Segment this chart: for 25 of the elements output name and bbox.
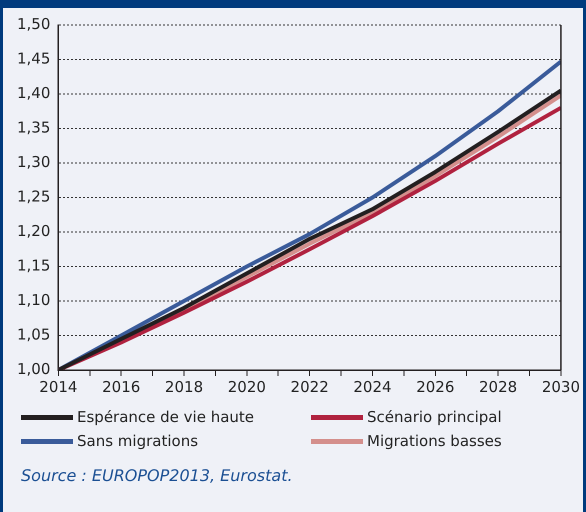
x-tick-label: 2016 (102, 378, 140, 396)
x-tick-label: 2024 (353, 378, 392, 396)
x-tick-label: 2022 (290, 378, 329, 396)
y-tick-label: 1,20 (16, 222, 50, 240)
y-tick-label: 1,10 (16, 290, 50, 309)
y-tick-label: 1,45 (16, 49, 50, 68)
y-tick-label: 1,15 (16, 256, 50, 274)
x-tick-label: 2030 (542, 378, 580, 396)
x-tick-label: 2014 (39, 378, 78, 396)
x-tick-label: 2018 (164, 378, 204, 396)
y-tick-label: 1,00 (16, 360, 50, 378)
legend-label: Scénario principal (366, 408, 503, 426)
x-tick-label: 2028 (479, 378, 518, 396)
y-tick-label: 1,50 (16, 14, 50, 33)
legend-label: Sans migrations (76, 432, 200, 450)
x-tick-label: 2020 (228, 378, 266, 396)
y-tick-label: 1,05 (16, 325, 50, 344)
y-tick-label: 1,35 (16, 118, 50, 136)
y-tick-label: 1,40 (16, 84, 50, 102)
y-tick-label: 1,30 (16, 152, 50, 171)
y-tick-label: 1,25 (16, 187, 50, 206)
legend-label: Migrations basses (366, 432, 503, 450)
legend-label: Espérance de vie haute (76, 408, 256, 426)
x-tick-label: 2026 (416, 378, 454, 396)
source-note: Source : EUROPOP2013, Eurostat. (21, 466, 294, 485)
